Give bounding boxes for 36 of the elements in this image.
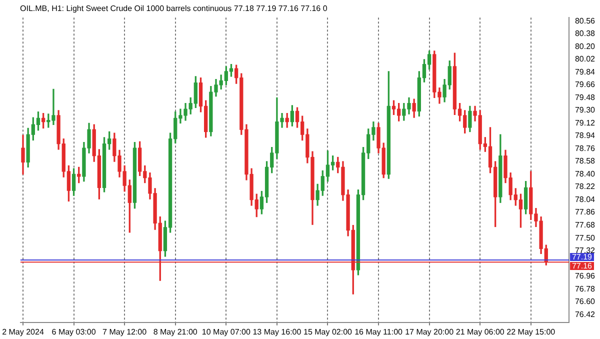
x-tick-label: 16 May 11:00 [354, 327, 404, 336]
chart-title: OIL.MB, H1: Light Sweet Crude Oil 1000 barrels continuous 77.18 77.19 77.16 77.16 0 [20, 4, 328, 14]
y-tick-label: 80.56 [574, 16, 596, 26]
x-tick-label: 2 May 2024 [2, 327, 44, 336]
y-tick-label: 77.68 [574, 220, 596, 230]
y-tick-label: 76.96 [574, 272, 596, 281]
y-tick-label: 79.30 [574, 106, 596, 115]
y-tick-label: 76.78 [574, 284, 596, 294]
ref-line-label: 77.19 [572, 252, 593, 262]
y-tick-label: 79.12 [574, 118, 596, 128]
y-tick-label: 80.38 [574, 29, 596, 38]
x-tick-label: 6 May 03:00 [52, 327, 96, 336]
x-tick-label: 17 May 20:00 [405, 327, 454, 336]
y-tick-label: 79.84 [574, 67, 596, 76]
x-tick-label: 7 May 12:00 [102, 327, 148, 336]
y-tick-label: 80.20 [574, 42, 596, 51]
y-tick-label: 78.40 [574, 169, 596, 178]
y-tick-label: 78.94 [574, 131, 596, 140]
y-tick-label: 78.22 [574, 182, 596, 192]
y-tick-label: 80.02 [574, 54, 596, 64]
x-tick-label: 21 May 06:00 [456, 327, 505, 336]
ref-line-label: 77.16 [572, 262, 593, 271]
x-tick-label: 15 May 02:00 [303, 327, 353, 336]
y-tick-label: 78.76 [574, 144, 596, 153]
y-tick-label: 76.60 [574, 297, 596, 306]
x-tick-label: 10 May 07:00 [202, 327, 251, 336]
y-tick-label: 77.50 [574, 233, 596, 242]
x-tick-label: 13 May 16:00 [252, 327, 302, 336]
y-tick-label: 79.66 [574, 80, 596, 90]
y-tick-label: 78.58 [574, 156, 596, 166]
y-tick-label: 77.86 [574, 208, 596, 217]
y-tick-label: 78.04 [574, 194, 596, 204]
y-tick-label: 79.48 [574, 92, 596, 102]
y-tick-label: 76.42 [574, 310, 596, 319]
x-tick-label: 22 May 15:00 [506, 327, 556, 336]
x-tick-label: 8 May 21:00 [153, 327, 198, 336]
